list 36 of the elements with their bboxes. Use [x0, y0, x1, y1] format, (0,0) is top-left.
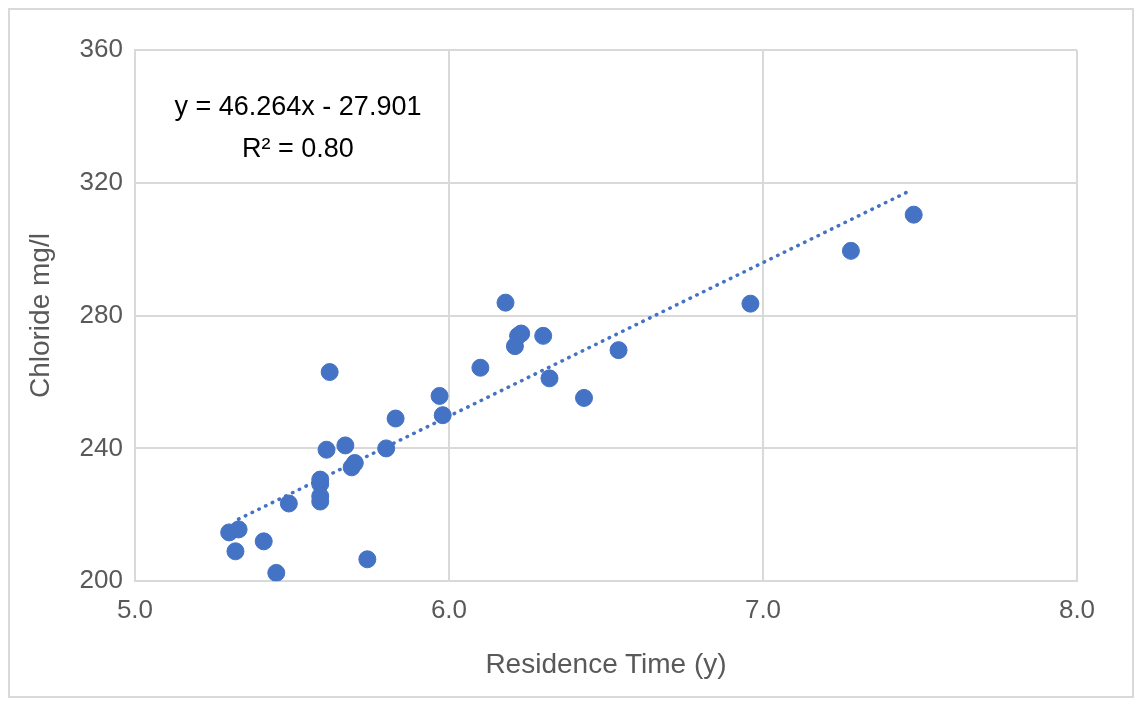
- point: [279, 494, 298, 513]
- point: [430, 386, 449, 405]
- point: [841, 241, 860, 260]
- annotation: y = 46.264x - 27.901: [174, 91, 422, 122]
- point: [609, 341, 628, 360]
- y-tick-label: 200: [79, 564, 123, 595]
- y-axis-title: Chloride mg/l: [23, 233, 55, 399]
- x-tick-label: 5.0: [116, 593, 154, 624]
- annotation: R² = 0.80: [242, 133, 354, 164]
- point: [471, 358, 490, 377]
- point: [226, 542, 245, 561]
- point: [904, 205, 923, 224]
- point: [575, 388, 594, 407]
- point: [336, 436, 355, 455]
- y-tick-label: 360: [79, 33, 123, 64]
- y-tick-label: 280: [79, 298, 123, 329]
- point: [386, 409, 405, 428]
- point: [433, 406, 452, 425]
- point: [496, 293, 515, 312]
- x-tick-label: 8.0: [1058, 593, 1096, 624]
- point: [267, 563, 286, 582]
- x-axis-title: Residence Time (y): [485, 647, 727, 679]
- y-tick-label: 240: [79, 431, 123, 462]
- point: [345, 454, 364, 473]
- point: [540, 369, 559, 388]
- point: [534, 326, 553, 345]
- point: [320, 363, 339, 382]
- x-tick-label: 6.0: [430, 593, 468, 624]
- x-tick-label: 7.0: [744, 593, 782, 624]
- point: [358, 550, 377, 569]
- point: [229, 520, 248, 539]
- y-tick-label: 320: [79, 165, 123, 196]
- point: [377, 439, 396, 458]
- point: [741, 294, 760, 313]
- point: [317, 440, 336, 459]
- point: [254, 532, 273, 551]
